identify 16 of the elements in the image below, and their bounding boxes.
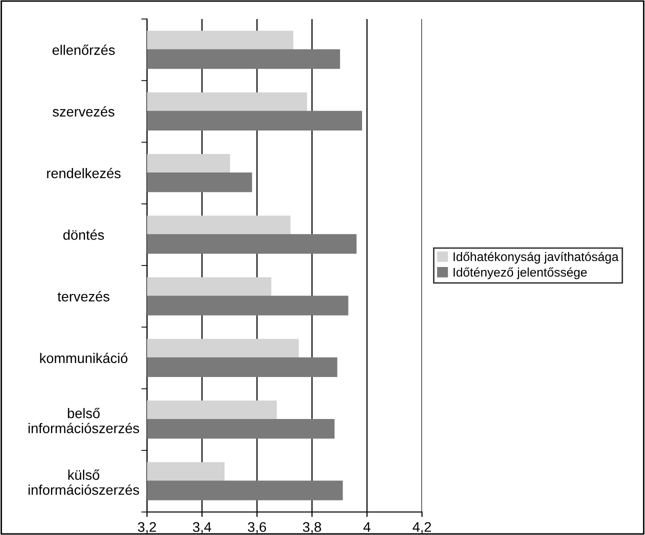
y-tick-label: rendelkezés (47, 168, 121, 178)
x-tick-label: 3,2 (138, 522, 156, 534)
y-tick-label: ellenőrzés (52, 44, 115, 55)
y-tick-label: belső információszerzés (28, 408, 140, 434)
y-tick-label: döntés (63, 229, 104, 240)
y-tick-label: kommunikáció (40, 352, 128, 364)
y-tick-label: tervezés (58, 291, 110, 302)
y-tick-label: külső információszerzés (28, 470, 140, 495)
x-tick-label: 3,4 (192, 522, 212, 534)
x-tick-label: 3,8 (302, 522, 322, 534)
x-tick-label: 4 (363, 522, 370, 532)
x-tick-label: 4,2 (412, 522, 431, 534)
x-tick-label: 3,6 (248, 522, 266, 534)
legend-label: Időhatékonyság javíthatósága (454, 252, 619, 264)
legend-label: Időtényező jelentőssége (454, 267, 587, 280)
y-tick-label: szervezés (52, 106, 114, 117)
